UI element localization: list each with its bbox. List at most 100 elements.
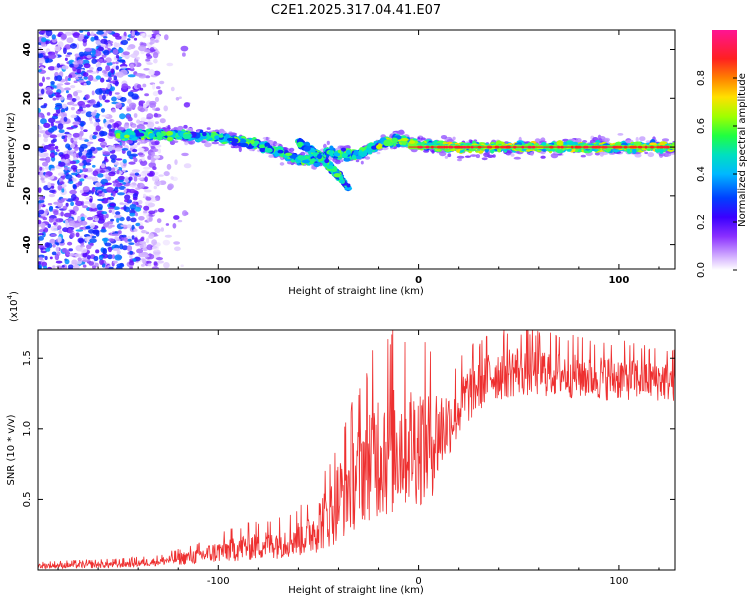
heatmap-cell bbox=[45, 87, 52, 91]
snr-y-scale-exp: 4 bbox=[6, 294, 14, 299]
heatmap-cell bbox=[39, 256, 43, 261]
heatmap-cell bbox=[114, 236, 120, 241]
heatmap-cell bbox=[112, 61, 116, 65]
heatmap-cell bbox=[122, 169, 126, 172]
heatmap-cell bbox=[96, 203, 103, 210]
heatmap-cell bbox=[144, 176, 148, 183]
heatmap-cell bbox=[343, 157, 351, 162]
heatmap-cell bbox=[647, 152, 655, 158]
x-tick-label: -100 bbox=[207, 576, 230, 587]
heatmap-cell bbox=[153, 155, 161, 159]
heatmap-cell bbox=[86, 54, 92, 59]
heatmap-cell bbox=[77, 237, 85, 244]
heatmap-cell bbox=[70, 106, 75, 111]
heatmap-cell bbox=[92, 229, 100, 235]
heatmap-cell bbox=[83, 129, 88, 133]
heatmap-cell bbox=[114, 92, 120, 95]
heatmap-cell bbox=[58, 129, 65, 134]
heatmap-cell bbox=[117, 126, 126, 131]
heatmap-cell bbox=[140, 264, 145, 267]
heatmap-cell bbox=[101, 211, 108, 215]
heatmap-cell bbox=[38, 151, 41, 157]
heatmap-cell bbox=[52, 138, 57, 143]
spectrogram-x-label: Height of straight line (km) bbox=[288, 286, 424, 297]
heatmap-cell bbox=[88, 261, 95, 266]
heatmap-cell bbox=[112, 49, 119, 55]
heatmap-cell bbox=[182, 210, 188, 217]
heatmap-cell bbox=[156, 257, 163, 261]
heatmap-cell bbox=[89, 198, 93, 203]
heatmap-cell bbox=[127, 99, 132, 104]
heatmap-cell bbox=[93, 131, 98, 135]
heatmap-cell bbox=[362, 150, 368, 157]
heatmap-cell bbox=[67, 134, 72, 140]
heatmap-cell bbox=[277, 149, 284, 154]
heatmap-cell bbox=[376, 151, 381, 155]
heatmap-cell bbox=[112, 260, 118, 264]
heatmap-cell bbox=[95, 75, 102, 80]
heatmap-cell bbox=[148, 216, 153, 222]
heatmap-cell bbox=[45, 171, 53, 176]
heatmap-cell bbox=[183, 124, 188, 129]
heatmap-cell bbox=[140, 117, 147, 122]
heatmap-cell bbox=[86, 216, 94, 221]
heatmap-cell bbox=[129, 155, 133, 160]
heatmap-cell bbox=[71, 178, 77, 182]
heatmap-cell bbox=[74, 147, 79, 151]
heatmap-cell bbox=[66, 52, 73, 55]
heatmap-cell bbox=[130, 153, 138, 157]
heatmap-cell bbox=[149, 47, 155, 53]
heatmap-cell bbox=[47, 146, 56, 151]
heatmap-cell bbox=[66, 127, 74, 130]
heatmap-cell bbox=[60, 33, 67, 40]
heatmap-cell bbox=[180, 264, 184, 268]
heatmap-cell bbox=[87, 142, 91, 146]
heatmap-cell bbox=[165, 128, 171, 132]
heatmap-cell bbox=[41, 37, 47, 43]
heatmap-cell bbox=[63, 87, 71, 91]
heatmap-cell bbox=[83, 36, 89, 40]
heatmap-cell bbox=[287, 161, 293, 165]
heatmap-cell bbox=[540, 155, 546, 159]
heatmap-cell bbox=[81, 259, 90, 262]
heatmap-cell bbox=[76, 69, 82, 74]
heatmap-cell bbox=[72, 205, 79, 212]
heatmap-cell bbox=[38, 82, 44, 87]
heatmap-cell bbox=[146, 244, 154, 251]
heatmap-cell bbox=[214, 135, 220, 140]
heatmap-cell bbox=[464, 155, 471, 158]
heatmap-cell bbox=[115, 35, 122, 40]
heatmap-cell bbox=[116, 169, 120, 175]
heatmap-cell bbox=[457, 158, 462, 162]
heatmap-cell bbox=[127, 116, 133, 122]
heatmap-cell bbox=[106, 186, 114, 193]
heatmap-cell bbox=[49, 189, 56, 193]
heatmap-cell bbox=[58, 230, 62, 235]
heatmap-cell bbox=[78, 79, 85, 83]
heatmap-cell bbox=[163, 171, 170, 177]
heatmap-cell bbox=[483, 152, 490, 158]
heatmap-cell bbox=[122, 182, 127, 185]
heatmap-cell bbox=[108, 209, 113, 213]
heatmap-cell bbox=[89, 116, 93, 122]
heatmap-cell bbox=[106, 197, 111, 200]
heatmap-cell bbox=[100, 43, 106, 48]
heatmap-cell bbox=[268, 154, 274, 158]
heatmap-cell bbox=[113, 42, 118, 48]
heatmap-cell bbox=[137, 152, 144, 156]
heatmap-cell bbox=[38, 264, 42, 269]
heatmap-cell bbox=[132, 148, 138, 153]
heatmap-cell bbox=[91, 235, 97, 239]
heatmap-cell bbox=[96, 66, 103, 72]
heatmap-cell bbox=[45, 89, 54, 96]
heatmap-cell bbox=[120, 224, 128, 228]
heatmap-cell bbox=[152, 106, 156, 111]
heatmap-cell bbox=[371, 145, 378, 150]
heatmap-cell bbox=[72, 103, 78, 107]
heatmap-cell bbox=[353, 149, 359, 156]
heatmap-cell bbox=[129, 254, 133, 259]
heatmap-cell bbox=[166, 62, 174, 67]
heatmap-cell bbox=[128, 242, 135, 245]
